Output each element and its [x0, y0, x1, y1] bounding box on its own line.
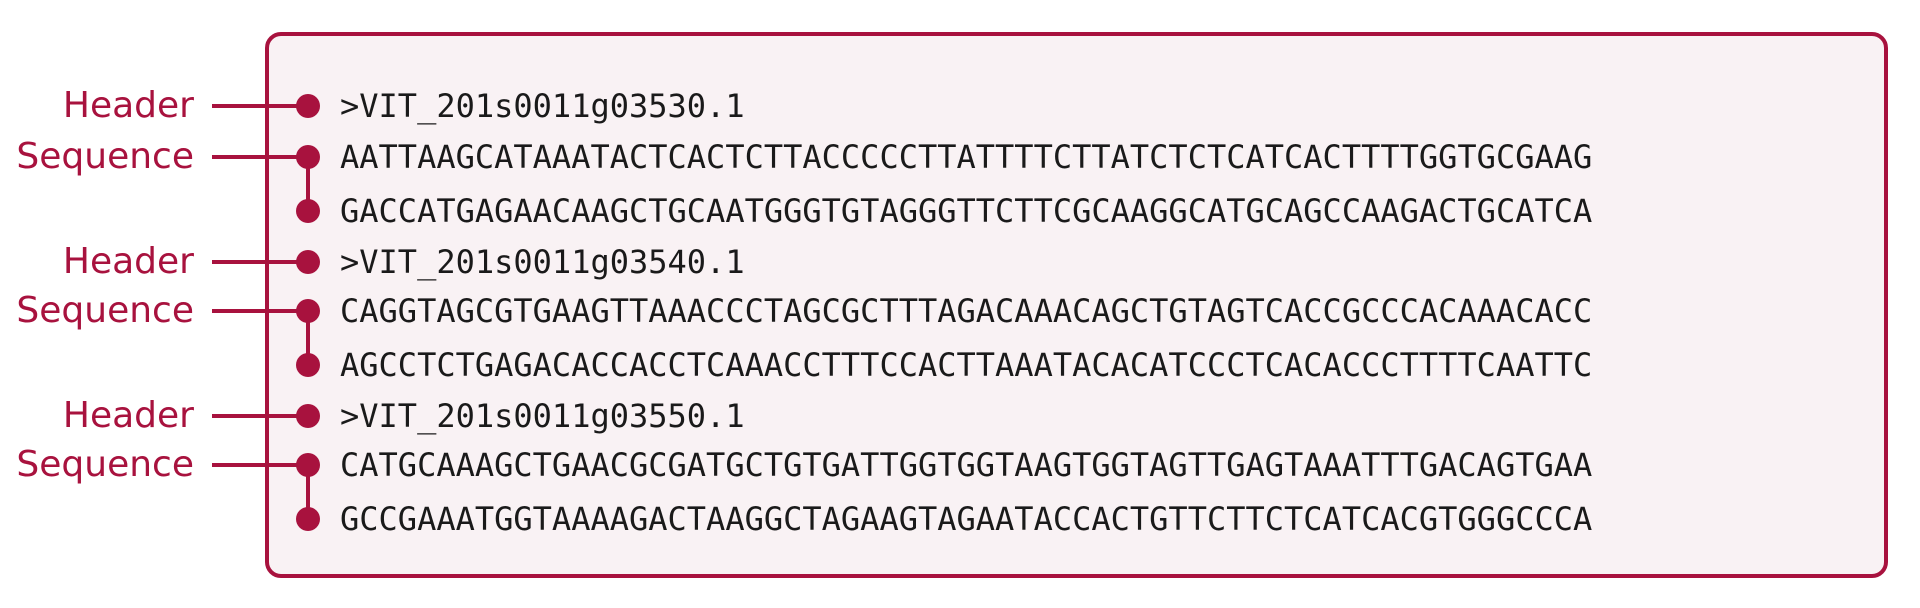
sequence-bullet-dot	[296, 453, 320, 477]
sequence-bullet-dot	[296, 507, 320, 531]
sequence-connector-line	[212, 155, 308, 159]
header-connector-line	[212, 260, 308, 264]
sequence-continuation-row: AGCCTCTGAGACACCACCTCAAACCTTTCCACTTAAATAC…	[0, 340, 1920, 390]
sequence-bullet-dot	[296, 199, 320, 223]
sequence-row: Sequence CATGCAAAGCTGAACGCGATGCTGTGATTGG…	[0, 440, 1920, 490]
sequence-continuation-row: GCCGAAATGGTAAAAGACTAAGGCTAGAAGTAGAATACCA…	[0, 494, 1920, 544]
sequence-bullet-dot	[296, 299, 320, 323]
header-label: Header	[62, 395, 194, 436]
header-row: Header >VIT_201s0011g03550.1	[0, 391, 1920, 441]
sequence-bullet-dot	[296, 145, 320, 169]
sequence-line: CATGCAAAGCTGAACGCGATGCTGTGATTGGTGGTAAGTG…	[340, 446, 1593, 484]
sequence-connector-line	[212, 309, 308, 313]
header-label: Header	[62, 85, 194, 126]
sequence-connector-line	[212, 463, 308, 467]
sequence-label: Sequence	[16, 290, 194, 331]
sequence-continuation-row: GACCATGAGAACAAGCTGCAATGGGTGTAGGGTTCTTCGC…	[0, 186, 1920, 236]
sequence-line: AATTAAGCATAAATACTCACTCTTACCCCCTTATTTTCTT…	[340, 138, 1593, 176]
sequence-bracket-line	[306, 157, 310, 211]
sequence-row: Sequence CAGGTAGCGTGAAGTTAAACCCTAGCGCTTT…	[0, 286, 1920, 336]
sequence-row: Sequence AATTAAGCATAAATACTCACTCTTACCCCCT…	[0, 132, 1920, 182]
header-line: >VIT_201s0011g03550.1	[340, 397, 745, 435]
sequence-label: Sequence	[16, 136, 194, 177]
sequence-line: GACCATGAGAACAAGCTGCAATGGGTGTAGGGTTCTTCGC…	[340, 192, 1593, 230]
header-bullet-dot	[296, 404, 320, 428]
sequence-bullet-dot	[296, 353, 320, 377]
header-bullet-dot	[296, 250, 320, 274]
header-row: Header >VIT_201s0011g03540.1	[0, 237, 1920, 287]
header-connector-line	[212, 104, 308, 108]
header-connector-line	[212, 414, 308, 418]
header-line: >VIT_201s0011g03530.1	[340, 87, 745, 125]
sequence-line: AGCCTCTGAGACACCACCTCAAACCTTTCCACTTAAATAC…	[340, 346, 1593, 384]
header-bullet-dot	[296, 94, 320, 118]
sequence-bracket-line	[306, 311, 310, 365]
sequence-label: Sequence	[16, 444, 194, 485]
sequence-line: CAGGTAGCGTGAAGTTAAACCCTAGCGCTTTAGACAAACA…	[340, 292, 1593, 330]
sequence-line: GCCGAAATGGTAAAAGACTAAGGCTAGAAGTAGAATACCA…	[340, 500, 1593, 538]
fasta-file-box	[265, 32, 1888, 578]
header-line: >VIT_201s0011g03540.1	[340, 243, 745, 281]
sequence-bracket-line	[306, 465, 310, 519]
header-label: Header	[62, 241, 194, 282]
header-row: Header >VIT_201s0011g03530.1	[0, 81, 1920, 131]
